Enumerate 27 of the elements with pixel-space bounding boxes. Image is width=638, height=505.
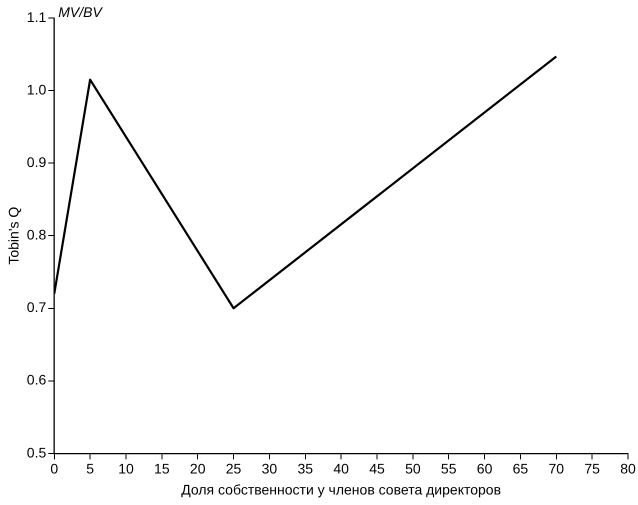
- x-tick-label: 70: [548, 460, 564, 477]
- x-tick-label: 20: [190, 460, 206, 477]
- y-tick-label: 0.8: [26, 226, 46, 243]
- y-tick-label: 1.0: [26, 81, 46, 98]
- x-tick-label: 60: [476, 460, 493, 477]
- x-tick-label: 65: [512, 460, 528, 477]
- x-tick-label: 0: [50, 460, 58, 477]
- x-tick-label: 5: [86, 460, 94, 477]
- y-tick-label: 0.9: [26, 154, 46, 170]
- x-tick-label: 35: [297, 460, 314, 477]
- x-tick-label: 10: [118, 460, 134, 477]
- y-tick-label: 0.7: [26, 299, 46, 316]
- x-tick-label: 80: [620, 460, 636, 477]
- y-tick-label: 1.1: [26, 8, 46, 25]
- x-tick-label: 45: [369, 460, 385, 477]
- x-tick-label: 75: [584, 460, 600, 477]
- x-tick-label: 30: [262, 460, 278, 477]
- y-axis-title: Tobin's Q: [5, 206, 22, 265]
- y-tick-label: 0.5: [26, 444, 46, 460]
- x-tick-label: 55: [440, 460, 457, 477]
- x-tick-label: 25: [226, 460, 242, 477]
- x-tick-label: 15: [154, 460, 170, 477]
- x-tick-label: 50: [405, 460, 421, 477]
- x-axis-title: Доля собственности у членов совета директоров: [181, 481, 502, 498]
- annotation: MV/BV: [58, 4, 104, 20]
- x-tick-label: 40: [333, 460, 350, 477]
- y-tick-label: 0.6: [26, 372, 46, 388]
